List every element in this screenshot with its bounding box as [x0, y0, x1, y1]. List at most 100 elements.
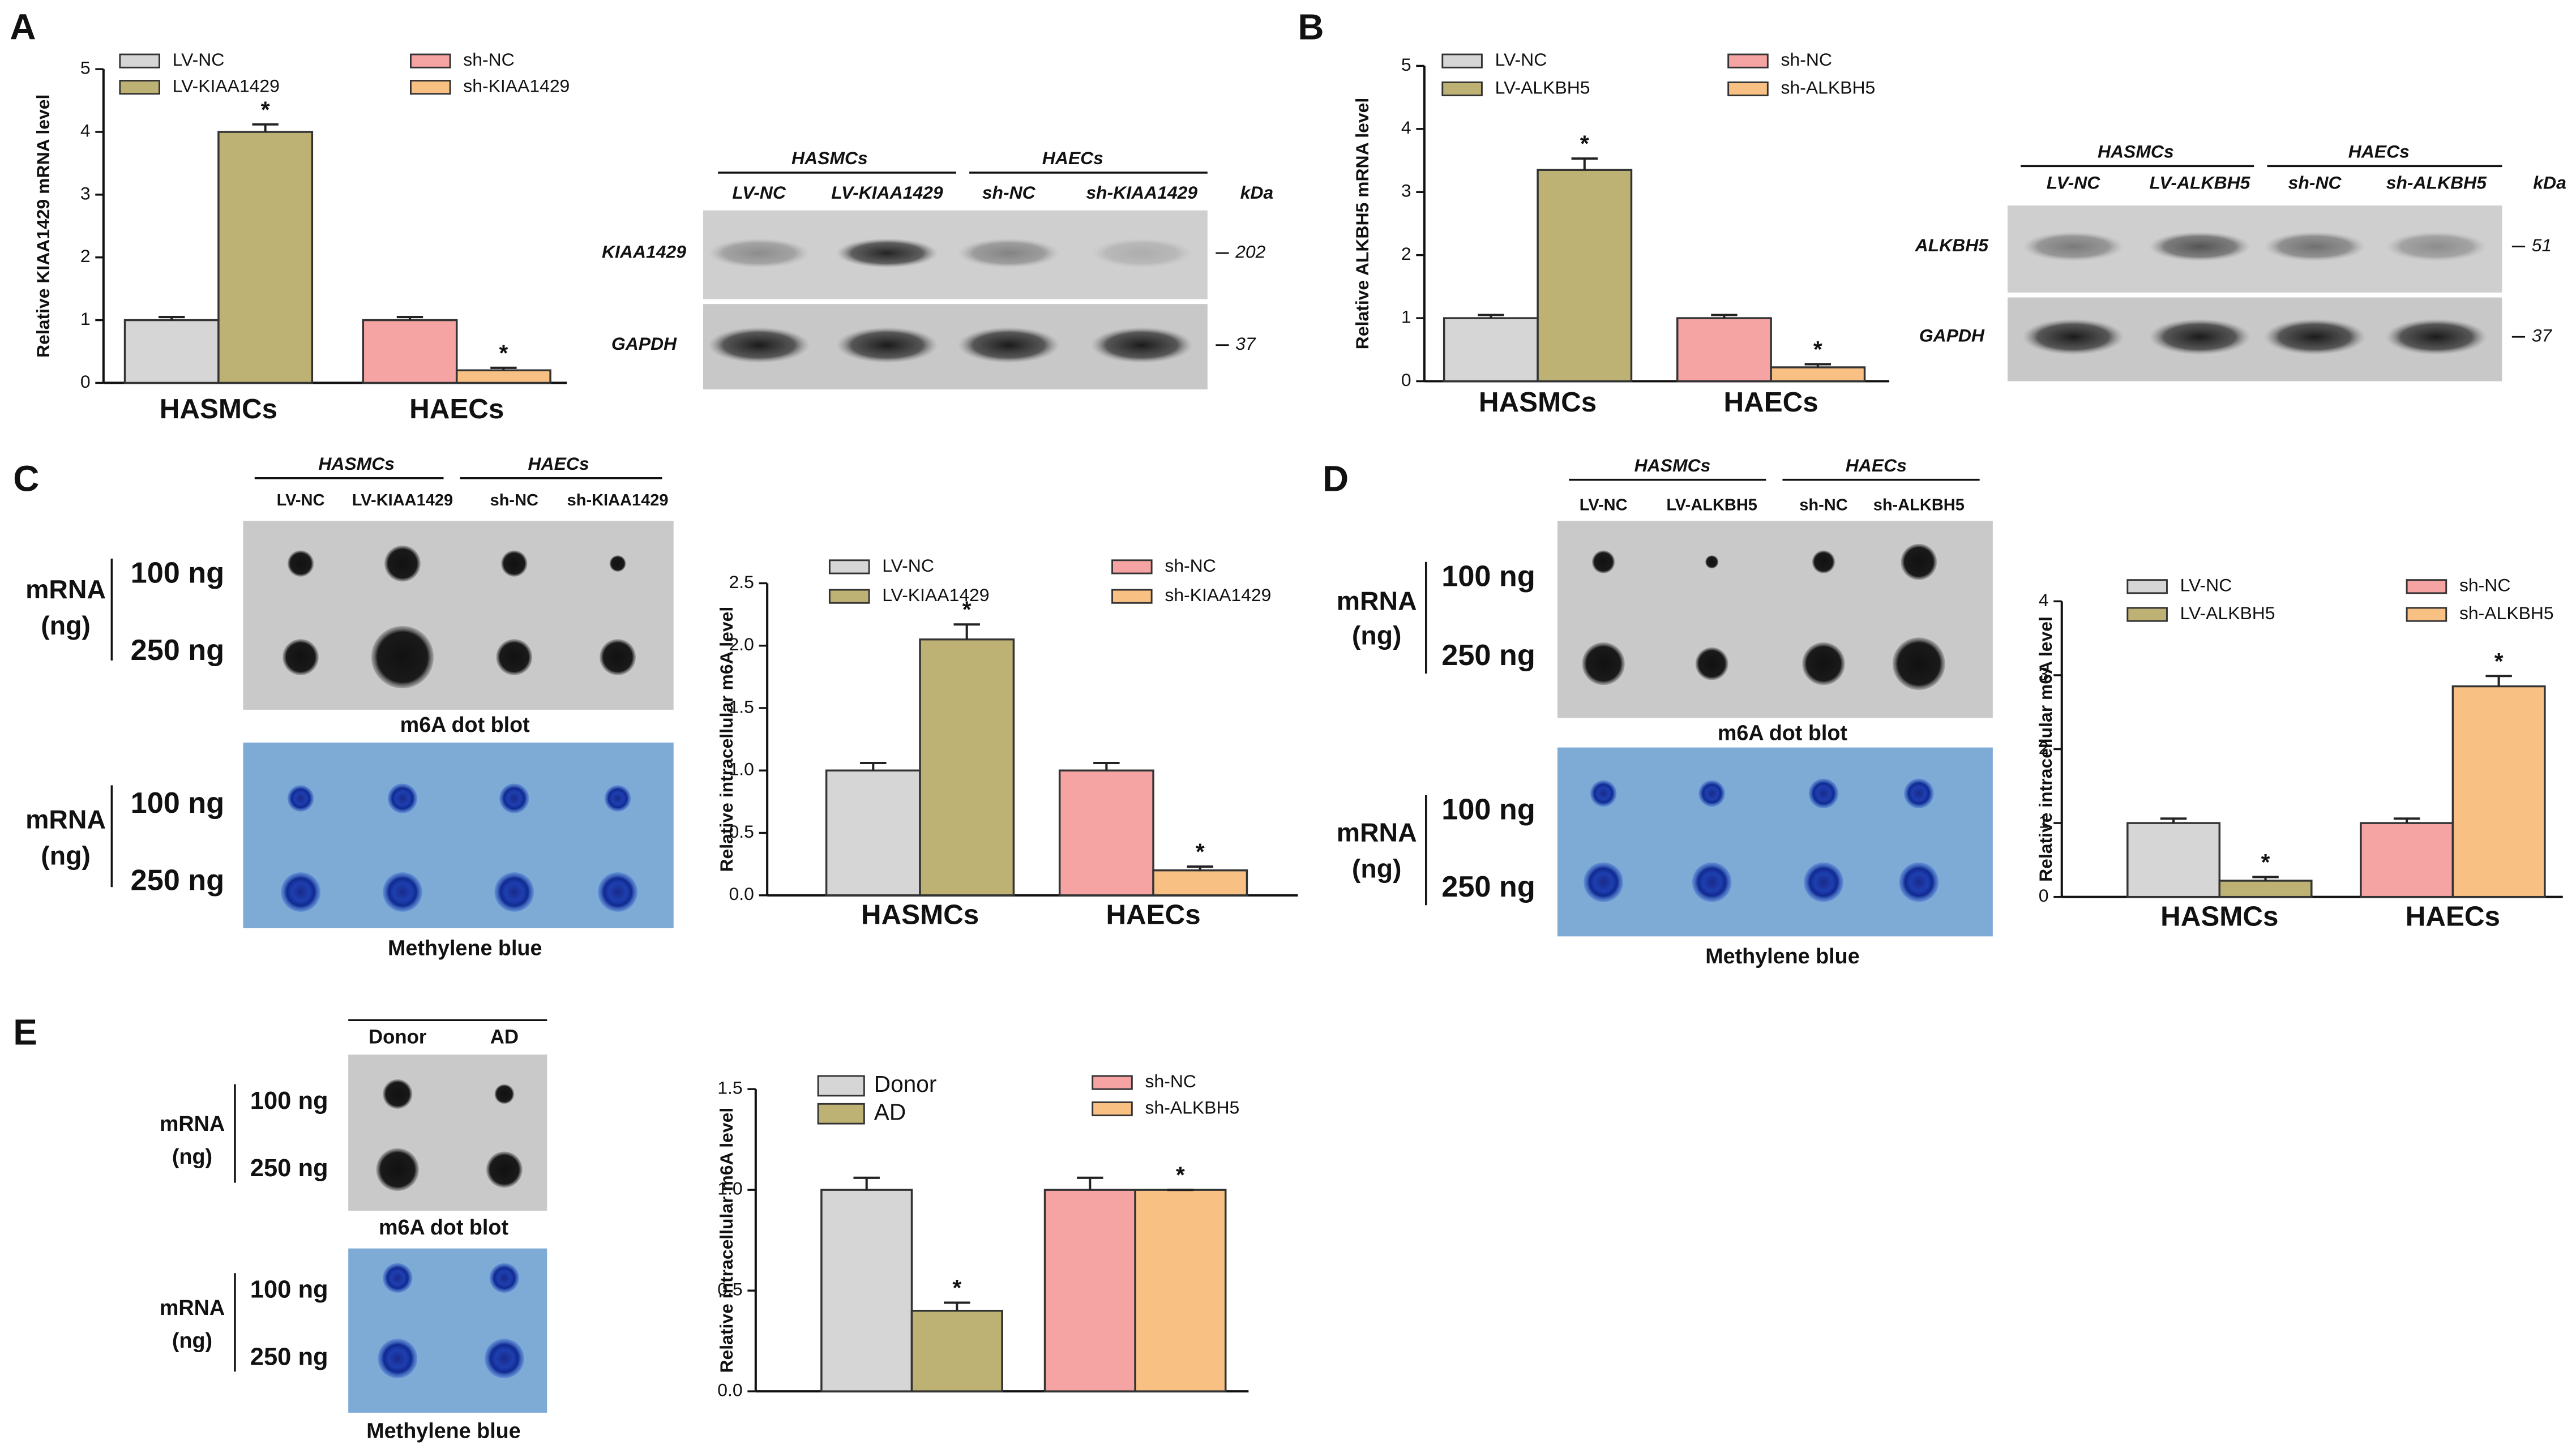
- error-bar: [2160, 817, 2187, 824]
- axis-label: mRNA: [1337, 586, 1417, 616]
- error-bar: [1478, 314, 1504, 319]
- blot-band: [836, 238, 938, 268]
- y-tick-label: 0.0: [717, 1380, 742, 1400]
- panel-label: A: [10, 6, 36, 47]
- dot: [1892, 637, 1945, 691]
- legend-swatch: [2126, 607, 2168, 622]
- unit-label: kDa: [2533, 173, 2566, 193]
- row-label: GAPDH: [611, 333, 677, 354]
- dot: [501, 550, 528, 577]
- significance-mark: *: [1580, 131, 1589, 157]
- blot-band: [2149, 319, 2251, 355]
- y-tick-label: 4: [2039, 590, 2049, 610]
- error-bar: [1093, 761, 1120, 771]
- dot: [283, 639, 319, 675]
- legend-label: AD: [874, 1099, 906, 1125]
- amount-label: 250 ng: [131, 864, 224, 897]
- legend-label: sh-ALKBH5: [2459, 603, 2554, 623]
- stain-background: [1557, 747, 1993, 937]
- bar: [910, 1310, 1003, 1392]
- panel-label: B: [1298, 6, 1324, 47]
- y-tick-label: 0.5: [717, 1279, 742, 1300]
- bar: [1058, 769, 1154, 897]
- legend-label: LV-ALKBH5: [1495, 77, 1590, 97]
- blot-band: [2022, 319, 2125, 355]
- y-tick-label: 1: [2039, 812, 2049, 832]
- stain-dot: [1698, 780, 1725, 807]
- bar: [825, 769, 921, 897]
- legend-swatch: [409, 80, 451, 95]
- y-tick-label: 4: [1401, 117, 1411, 138]
- legend-swatch: [409, 53, 451, 68]
- stain-dot: [604, 785, 631, 812]
- blot-band: [2385, 232, 2488, 261]
- bar: [919, 638, 1015, 897]
- blot-band: [2263, 232, 2366, 261]
- dot: [609, 555, 626, 572]
- lane-label: sh-KIAA1429: [1086, 182, 1197, 203]
- error-bar: [944, 1301, 970, 1311]
- y-axis-label: Relative ALKBH5 mRNA level: [1352, 98, 1372, 349]
- blot-band: [1090, 327, 1193, 363]
- size-label: 51: [2532, 235, 2552, 255]
- bar: [2451, 685, 2546, 898]
- legend-swatch: [1441, 81, 1483, 97]
- y-axis-label: Relative intracellular m6A level: [2035, 616, 2056, 882]
- size-label: 37: [1235, 333, 1256, 354]
- blot-background: [348, 1054, 547, 1211]
- dot: [287, 550, 314, 577]
- error-bar: [252, 123, 279, 132]
- dot: [384, 545, 421, 582]
- error-bar: [2393, 817, 2420, 824]
- significance-mark: *: [1813, 336, 1822, 362]
- lane-label: LV-KIAA1429: [831, 182, 943, 203]
- y-tick-label: 3: [80, 183, 91, 203]
- stain-dot: [598, 872, 637, 912]
- lane-label: LV-ALKBH5: [1666, 496, 1757, 515]
- amount-label: 250 ng: [1441, 871, 1535, 903]
- axis-label: (ng): [172, 1328, 212, 1352]
- x-tick-label: HAECs: [409, 393, 504, 425]
- legend-label: LV-NC: [173, 49, 225, 70]
- amount-label: 250 ng: [1441, 639, 1535, 672]
- legend-label: Donor: [874, 1071, 937, 1097]
- lane-label: sh-KIAA1429: [567, 491, 669, 509]
- blot-band: [708, 327, 810, 363]
- axis-label: (ng): [41, 611, 91, 640]
- caption: m6A dot blot: [379, 1215, 509, 1239]
- caption: m6A dot blot: [1718, 721, 1848, 744]
- legend-label: sh-NC: [1781, 49, 1832, 70]
- axis-label: mRNA: [160, 1112, 225, 1135]
- error-bar: [2252, 876, 2279, 881]
- lane-label: LV-KIAA1429: [352, 491, 453, 509]
- axis-label: mRNA: [25, 804, 106, 834]
- significance-mark: *: [2494, 648, 2504, 674]
- size-label: 202: [1235, 242, 1265, 262]
- axis-label: mRNA: [25, 575, 106, 604]
- blot-band: [2149, 232, 2251, 261]
- x-tick-label: HASMCs: [1479, 387, 1597, 418]
- legend-label: LV-ALKBH5: [2180, 603, 2275, 623]
- axis-label: mRNA: [160, 1296, 225, 1319]
- lane-label: sh-ALKBH5: [1873, 496, 1965, 515]
- unit-label: kDa: [1240, 182, 1274, 203]
- legend-swatch: [1727, 81, 1769, 97]
- axis-label: (ng): [172, 1144, 212, 1168]
- stain-dot: [1899, 862, 1939, 902]
- stain-dot: [1808, 778, 1839, 808]
- lane-label: Donor: [369, 1026, 427, 1048]
- bar: [1537, 169, 1633, 383]
- lane-label: sh-NC: [1799, 496, 1847, 515]
- dot: [1582, 642, 1625, 685]
- significance-mark: *: [1176, 1162, 1185, 1188]
- legend-swatch: [1111, 589, 1153, 604]
- lane-label: sh-ALKBH5: [2386, 173, 2488, 193]
- bar: [2360, 822, 2454, 898]
- error-bar: [396, 316, 423, 320]
- y-tick-label: 1: [1401, 307, 1411, 327]
- caption: m6A dot blot: [400, 713, 530, 736]
- y-tick-label: 0: [80, 371, 91, 392]
- blot-background: [243, 521, 674, 710]
- y-tick-label: 1.5: [729, 696, 754, 717]
- group-label: HASMCs: [791, 148, 868, 168]
